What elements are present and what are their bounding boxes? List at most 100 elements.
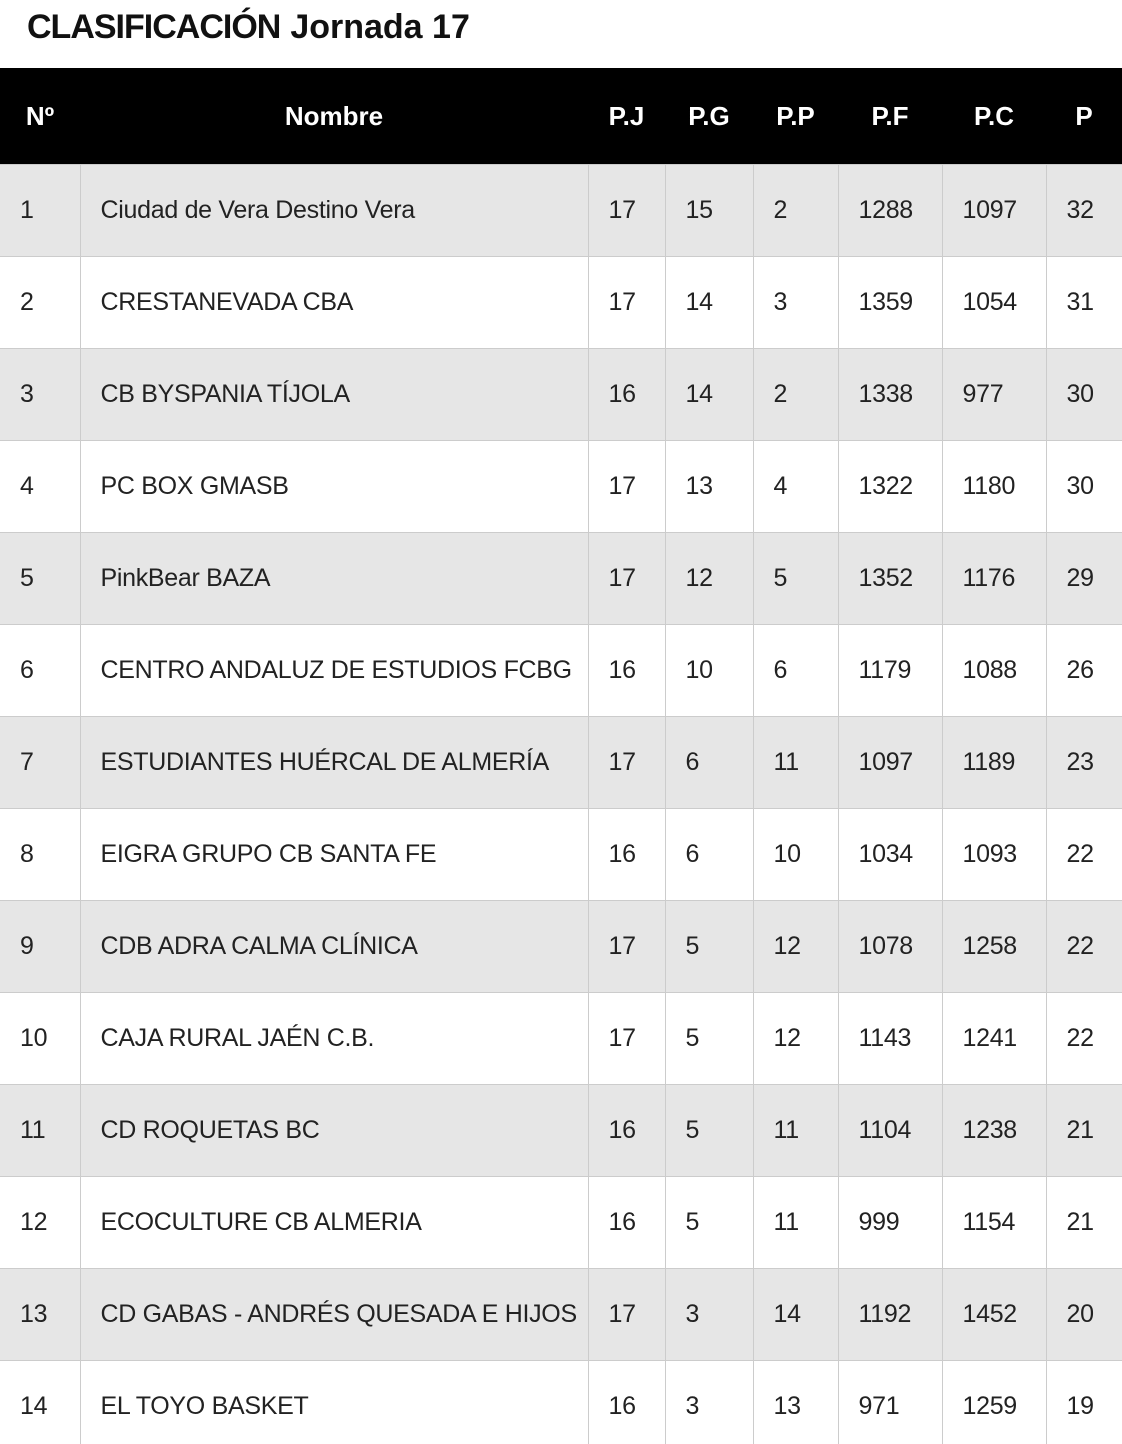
cell: 2 <box>752 164 839 257</box>
cell: 15 <box>664 164 754 257</box>
cell: 29 <box>1045 532 1122 625</box>
cell: 1322 <box>837 440 943 533</box>
cell: 1088 <box>941 624 1047 717</box>
cell: 971 <box>837 1360 943 1444</box>
table-row: 1 Ciudad de Vera Destino Vera 17 15 2 1288 109… <box>0 164 1122 257</box>
cell: 17 <box>587 440 666 533</box>
cell: 23 <box>1045 716 1122 809</box>
column-header: P.G <box>665 68 753 165</box>
column-header: P.P <box>753 68 838 165</box>
cell: 1452 <box>941 1268 1047 1361</box>
cell: 999 <box>837 1176 943 1269</box>
team-name: CD GABAS - ANDRÉS QUESADA E HIJOS <box>79 1268 589 1361</box>
table-body: 1 Ciudad de Vera Destino Vera 17 15 2 1288 109… <box>0 164 1122 1444</box>
cell: 13 <box>752 1360 839 1444</box>
table-row: 11 CD ROQUETAS BC 16 5 11 1104 1238 21 <box>0 1084 1122 1177</box>
cell: 21 <box>1045 1176 1122 1269</box>
cell: 19 <box>1045 1360 1122 1444</box>
cell: 3 <box>664 1360 754 1444</box>
cell: 9 <box>0 900 81 993</box>
table-row: 14 EL TOYO BASKET 16 3 13 971 1259 19 <box>0 1360 1122 1444</box>
table-row: 2 CRESTANEVADA CBA 17 14 3 1359 1054 31 <box>0 256 1122 349</box>
cell: 1258 <box>941 900 1047 993</box>
column-header: Nombre <box>80 68 588 165</box>
team-name: CDB ADRA CALMA CLÍNICA <box>79 900 589 993</box>
cell: 1154 <box>941 1176 1047 1269</box>
cell: 17 <box>587 164 666 257</box>
cell: 13 <box>664 440 754 533</box>
cell: 1054 <box>941 256 1047 349</box>
cell: 7 <box>0 716 81 809</box>
team-name: CENTRO ANDALUZ DE ESTUDIOS FCBG <box>79 624 589 717</box>
cell: 1 <box>0 164 81 257</box>
cell: 4 <box>0 440 81 533</box>
cell: 14 <box>664 256 754 349</box>
cell: 1097 <box>941 164 1047 257</box>
cell: 16 <box>587 348 666 441</box>
cell: 21 <box>1045 1084 1122 1177</box>
team-name: EIGRA GRUPO CB SANTA FE <box>79 808 589 901</box>
cell: 16 <box>587 624 666 717</box>
cell: 1359 <box>837 256 943 349</box>
cell: 14 <box>752 1268 839 1361</box>
cell: 10 <box>0 992 81 1085</box>
team-name: CAJA RURAL JAÉN C.B. <box>79 992 589 1085</box>
team-name: CRESTANEVADA CBA <box>79 256 589 349</box>
team-name: CD ROQUETAS BC <box>79 1084 589 1177</box>
column-header: P.C <box>942 68 1046 165</box>
cell: 1288 <box>837 164 943 257</box>
cell: 32 <box>1045 164 1122 257</box>
cell: 1180 <box>941 440 1047 533</box>
table-row: 3 CB BYSPANIA TÍJOLA 16 14 2 1338 977 30 <box>0 348 1122 441</box>
title: CLASIFICACIÓN <box>27 8 281 46</box>
team-name: PinkBear BAZA <box>79 532 589 625</box>
cell: 17 <box>587 716 666 809</box>
cell: 1078 <box>837 900 943 993</box>
header-row: Nº Nombre P.J P.G P.P P.F P.C P <box>0 68 1122 165</box>
table-row: 10 CAJA RURAL JAÉN C.B. 17 5 12 1143 1241 22 <box>0 992 1122 1085</box>
cell: 17 <box>587 256 666 349</box>
cell: 8 <box>0 808 81 901</box>
cell: 6 <box>0 624 81 717</box>
team-name: CB BYSPANIA TÍJOLA <box>79 348 589 441</box>
cell: 1093 <box>941 808 1047 901</box>
cell: 17 <box>587 900 666 993</box>
cell: 5 <box>664 992 754 1085</box>
cell: 2 <box>0 256 81 349</box>
subtitle: Jornada 17 <box>290 8 470 46</box>
cell: 13 <box>0 1268 81 1361</box>
cell: 22 <box>1045 992 1122 1085</box>
cell: 5 <box>664 900 754 993</box>
cell: 1338 <box>837 348 943 441</box>
cell: 5 <box>0 532 81 625</box>
cell: 17 <box>587 992 666 1085</box>
cell: 977 <box>941 348 1047 441</box>
cell: 5 <box>752 532 839 625</box>
standings-table: Nº Nombre P.J P.G P.P P.F P.C P 1 Ciudad de Vera… <box>0 68 1122 1444</box>
cell: 4 <box>752 440 839 533</box>
cell: 12 <box>0 1176 81 1269</box>
cell: 1241 <box>941 992 1047 1085</box>
cell: 22 <box>1045 900 1122 993</box>
cell: 11 <box>0 1084 81 1177</box>
column-header: P.F <box>838 68 942 165</box>
cell: 10 <box>752 808 839 901</box>
column-header: Nº <box>0 68 80 165</box>
table-row: 7 ESTUDIANTES HUÉRCAL DE ALMERÍA 17 6 11 1097… <box>0 716 1122 809</box>
title-bar: CLASIFICACIÓN Jornada 17 <box>0 0 1122 68</box>
cell: 1097 <box>837 716 943 809</box>
cell: 1176 <box>941 532 1047 625</box>
cell: 12 <box>752 900 839 993</box>
cell: 1143 <box>837 992 943 1085</box>
cell: 6 <box>664 808 754 901</box>
cell: 3 <box>0 348 81 441</box>
cell: 1189 <box>941 716 1047 809</box>
cell: 17 <box>587 1268 666 1361</box>
cell: 12 <box>664 532 754 625</box>
table-row: 8 EIGRA GRUPO CB SANTA FE 16 6 10 1034 1093 22 <box>0 808 1122 901</box>
cell: 20 <box>1045 1268 1122 1361</box>
table-row: 5 PinkBear BAZA 17 12 5 1352 1176 29 <box>0 532 1122 625</box>
table-row: 6 CENTRO ANDALUZ DE ESTUDIOS FCBG 16 10 6 117… <box>0 624 1122 717</box>
cell: 5 <box>664 1176 754 1269</box>
